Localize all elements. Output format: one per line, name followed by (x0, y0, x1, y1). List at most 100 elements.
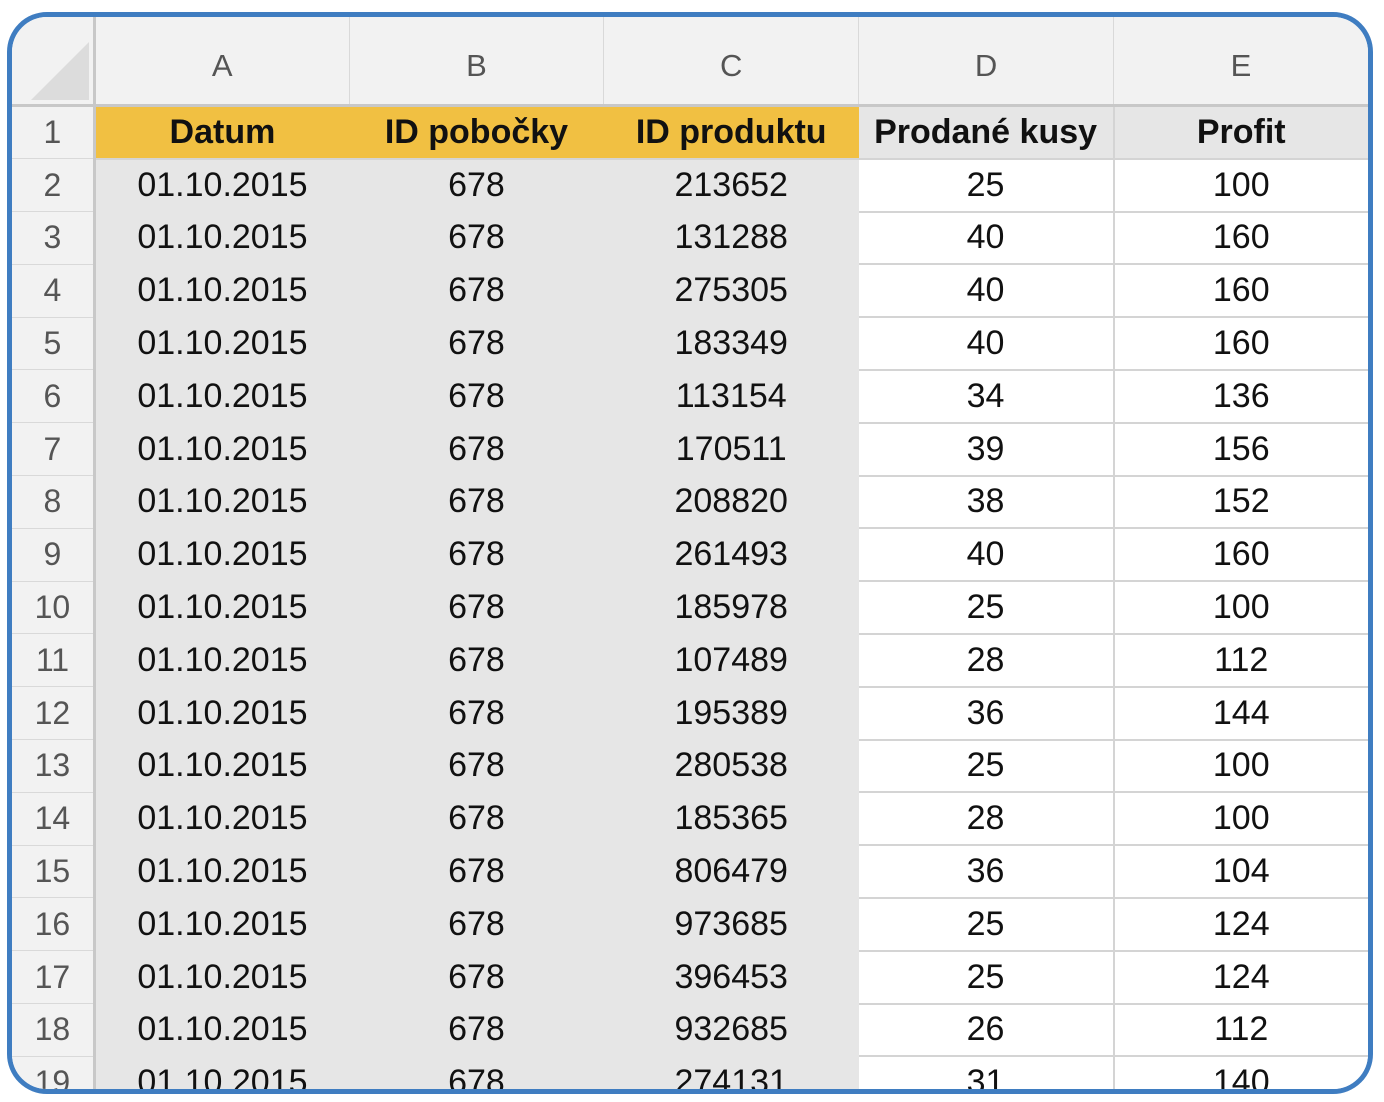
cell-id-pobocky[interactable]: 678 (349, 158, 604, 213)
cell-id-produktu[interactable]: 280538 (603, 739, 859, 794)
cell-id-produktu[interactable]: 973685 (603, 897, 859, 952)
cell-profit[interactable]: 100 (1113, 792, 1368, 847)
cell-profit[interactable]: 112 (1113, 1003, 1368, 1058)
cell-datum[interactable]: 01.10.2015 (94, 158, 350, 213)
cell-id-produktu[interactable]: 107489 (603, 633, 859, 688)
cell-id-produktu[interactable]: 806479 (603, 845, 859, 899)
cell-id-pobocky[interactable]: 678 (349, 950, 604, 1005)
cell-id-pobocky[interactable]: 678 (349, 845, 604, 899)
cell-header-profit[interactable]: Profit (1113, 105, 1368, 160)
cell-id-pobocky[interactable]: 678 (349, 1056, 604, 1089)
cell-prodane-kusy[interactable]: 25 (858, 158, 1115, 213)
row-header[interactable]: 4 (12, 264, 96, 318)
row-header[interactable]: 17 (12, 950, 96, 1005)
cell-id-pobocky[interactable]: 678 (349, 581, 604, 635)
row-header[interactable]: 18 (12, 1003, 96, 1057)
cell-profit[interactable]: 112 (1113, 633, 1368, 688)
cell-datum[interactable]: 01.10.2015 (94, 581, 350, 635)
cell-profit[interactable]: 100 (1113, 158, 1368, 213)
cell-prodane-kusy[interactable]: 36 (858, 686, 1115, 741)
cell-id-pobocky[interactable]: 678 (349, 317, 604, 371)
cell-prodane-kusy[interactable]: 25 (858, 739, 1115, 794)
row-header[interactable]: 10 (12, 581, 96, 635)
cell-prodane-kusy[interactable]: 40 (858, 317, 1115, 371)
cell-datum[interactable]: 01.10.2015 (94, 422, 350, 477)
row-header[interactable]: 3 (12, 211, 96, 265)
cell-prodane-kusy[interactable]: 38 (858, 475, 1115, 530)
cell-prodane-kusy[interactable]: 25 (858, 897, 1115, 952)
cell-id-produktu[interactable]: 396453 (603, 950, 859, 1005)
cell-id-produktu[interactable]: 170511 (603, 422, 859, 477)
cell-id-pobocky[interactable]: 678 (349, 369, 604, 424)
cell-profit[interactable]: 160 (1113, 264, 1368, 319)
cell-datum[interactable]: 01.10.2015 (94, 897, 350, 952)
cell-prodane-kusy[interactable]: 28 (858, 633, 1115, 688)
cell-profit[interactable]: 100 (1113, 739, 1368, 794)
row-header[interactable]: 7 (12, 422, 96, 477)
cell-id-pobocky[interactable]: 678 (349, 211, 604, 266)
cell-prodane-kusy[interactable]: 40 (858, 211, 1115, 266)
cell-id-pobocky[interactable]: 678 (349, 686, 604, 741)
cell-prodane-kusy[interactable]: 28 (858, 792, 1115, 847)
cell-id-pobocky[interactable]: 678 (349, 1003, 604, 1058)
cell-prodane-kusy[interactable]: 40 (858, 528, 1115, 583)
cell-id-produktu[interactable]: 183349 (603, 317, 859, 371)
cell-header-prodane-kusy[interactable]: Prodané kusy (858, 105, 1115, 160)
cell-prodane-kusy[interactable]: 40 (858, 264, 1115, 319)
row-header[interactable]: 13 (12, 739, 96, 793)
cell-id-produktu[interactable]: 932685 (603, 1003, 859, 1058)
row-header[interactable]: 6 (12, 369, 96, 424)
cell-datum[interactable]: 01.10.2015 (94, 792, 350, 847)
column-header-d[interactable]: D (858, 17, 1114, 107)
cell-id-pobocky[interactable]: 678 (349, 528, 604, 583)
cell-prodane-kusy[interactable]: 39 (858, 422, 1115, 477)
cell-profit[interactable]: 152 (1113, 475, 1368, 530)
cell-profit[interactable]: 136 (1113, 369, 1368, 424)
cell-profit[interactable]: 160 (1113, 528, 1368, 583)
row-header[interactable]: 2 (12, 158, 96, 213)
cell-datum[interactable]: 01.10.2015 (94, 739, 350, 794)
row-header[interactable]: 15 (12, 845, 96, 899)
cell-datum[interactable]: 01.10.2015 (94, 845, 350, 899)
cell-datum[interactable]: 01.10.2015 (94, 1003, 350, 1058)
row-header[interactable]: 9 (12, 528, 96, 582)
cell-id-pobocky[interactable]: 678 (349, 264, 604, 319)
cell-id-produktu[interactable]: 274131 (603, 1056, 859, 1089)
cell-header-id-pobocky[interactable]: ID pobočky (349, 105, 604, 160)
cell-profit[interactable]: 144 (1113, 686, 1368, 741)
cell-id-pobocky[interactable]: 678 (349, 475, 604, 530)
cell-datum[interactable]: 01.10.2015 (94, 475, 350, 530)
row-header[interactable]: 16 (12, 897, 96, 952)
cell-id-pobocky[interactable]: 678 (349, 633, 604, 688)
cell-id-pobocky[interactable]: 678 (349, 739, 604, 794)
cell-datum[interactable]: 01.10.2015 (94, 950, 350, 1005)
select-all-corner[interactable] (12, 17, 96, 107)
cell-profit[interactable]: 124 (1113, 897, 1368, 952)
cell-prodane-kusy[interactable]: 34 (858, 369, 1115, 424)
cell-id-produktu[interactable]: 131288 (603, 211, 859, 266)
cell-prodane-kusy[interactable]: 26 (858, 1003, 1115, 1058)
cell-datum[interactable]: 01.10.2015 (94, 633, 350, 688)
cell-prodane-kusy[interactable]: 25 (858, 581, 1115, 635)
row-header[interactable]: 1 (12, 105, 96, 160)
cell-id-pobocky[interactable]: 678 (349, 792, 604, 847)
cell-id-pobocky[interactable]: 678 (349, 422, 604, 477)
cell-profit[interactable]: 156 (1113, 422, 1368, 477)
column-header-e[interactable]: E (1113, 17, 1368, 107)
cell-profit[interactable]: 104 (1113, 845, 1368, 899)
column-header-a[interactable]: A (94, 17, 350, 107)
cell-id-produktu[interactable]: 208820 (603, 475, 859, 530)
cell-profit[interactable]: 124 (1113, 950, 1368, 1005)
cell-datum[interactable]: 01.10.2015 (94, 528, 350, 583)
cell-profit[interactable]: 100 (1113, 581, 1368, 635)
row-header[interactable]: 12 (12, 686, 96, 741)
cell-header-id-produktu[interactable]: ID produktu (603, 105, 859, 160)
row-header[interactable]: 19 (12, 1056, 96, 1089)
column-header-b[interactable]: B (349, 17, 605, 107)
cell-id-produktu[interactable]: 261493 (603, 528, 859, 583)
row-header[interactable]: 8 (12, 475, 96, 529)
cell-id-produktu[interactable]: 113154 (603, 369, 859, 424)
cell-prodane-kusy[interactable]: 31 (858, 1056, 1115, 1089)
cell-datum[interactable]: 01.10.2015 (94, 686, 350, 741)
cell-datum[interactable]: 01.10.2015 (94, 317, 350, 371)
